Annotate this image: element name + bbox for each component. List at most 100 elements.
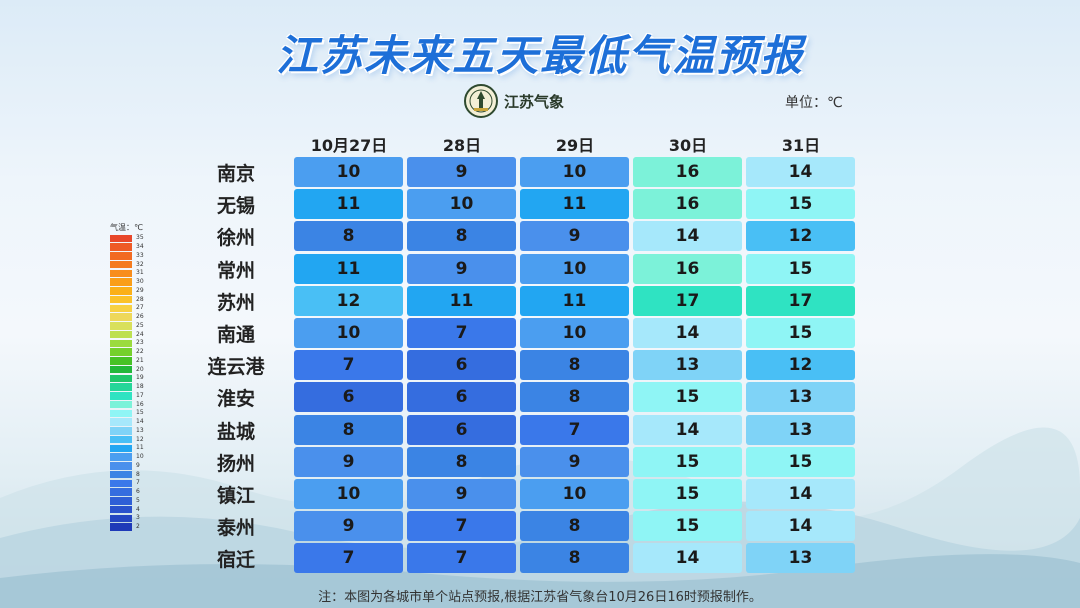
temperature-cell: 10 [407, 189, 516, 220]
legend-swatch [110, 278, 132, 286]
legend-swatch [110, 462, 132, 470]
temperature-cell: 12 [746, 350, 855, 381]
legend-label: 15 [136, 409, 144, 417]
legend-item: 20 [110, 365, 144, 374]
temperature-cell: 11 [294, 189, 403, 220]
temperature-cell: 15 [633, 479, 742, 509]
legend-label: 20 [136, 365, 144, 373]
temperature-cell: 8 [520, 382, 629, 413]
city-label: 泰州 [216, 517, 255, 540]
legend-label: 31 [136, 269, 144, 277]
city-label: 苏州 [216, 291, 255, 314]
legend-swatch [110, 497, 132, 505]
legend-label: 26 [136, 313, 144, 321]
temperature-cell: 12 [746, 221, 855, 252]
legend-swatch [110, 435, 132, 444]
legend-item: 16 [110, 400, 144, 409]
temperature-cell: 14 [746, 157, 855, 187]
temperature-cell: 15 [746, 446, 855, 477]
legend-label: 12 [136, 435, 144, 443]
temperature-cell: 7 [520, 414, 629, 445]
legend-label: 14 [136, 418, 144, 426]
temperature-cell: 15 [633, 511, 742, 542]
legend-item: 11 [110, 444, 144, 453]
legend-item: 22 [110, 348, 144, 357]
legend-label: 16 [136, 400, 144, 408]
temperature-cell: 15 [746, 253, 855, 284]
legend-label: 30 [136, 278, 144, 286]
legend-label: 5 [136, 496, 140, 504]
legend-item: 8 [110, 470, 144, 479]
temperature-cell: 7 [294, 350, 403, 381]
temperature-cell: 8 [407, 221, 516, 252]
city-label: 无锡 [216, 195, 255, 218]
legend-label: 24 [136, 330, 144, 338]
legend-swatch [110, 514, 132, 523]
temperature-cell: 6 [407, 350, 516, 381]
logo: 江苏气象 [464, 84, 564, 118]
legend-label: 6 [136, 488, 140, 496]
temperature-cell: 16 [633, 157, 742, 187]
temperature-cell: 10 [520, 253, 629, 284]
color-legend: 气温：℃ 35 34 33 32 31 30 29 28 27 26 25 24 23 22 21 20 19 1… [110, 222, 144, 532]
legend-swatch [110, 409, 132, 418]
legend-swatch [110, 330, 132, 339]
legend-swatch [110, 339, 132, 348]
temperature-cell: 10 [520, 157, 629, 187]
legend-title: 气温：℃ [110, 223, 143, 232]
legend-label: 3 [136, 514, 140, 522]
temperature-cell: 7 [407, 318, 516, 348]
temperature-cell: 9 [294, 511, 403, 542]
legend-item: 30 [110, 278, 144, 287]
legend-swatch [110, 313, 132, 321]
legend-item: 15 [110, 409, 144, 418]
temperature-cell: 6 [407, 382, 516, 413]
temperature-cell: 17 [746, 285, 855, 316]
legend-swatch [110, 523, 132, 531]
city-label: 淮安 [216, 388, 255, 411]
legend-item: 2 [110, 523, 144, 532]
legend-item: 7 [110, 479, 144, 488]
temperature-cell: 16 [633, 253, 742, 284]
city-label: 宿迁 [216, 549, 255, 572]
temperature-cell: 14 [633, 414, 742, 445]
legend-item: 29 [110, 287, 144, 296]
column-header: 29日 [555, 136, 595, 155]
legend-label: 13 [136, 426, 144, 434]
legend-item: 24 [110, 330, 144, 339]
temperature-cell: 15 [633, 446, 742, 477]
legend-item: 3 [110, 514, 144, 523]
legend-label: 23 [136, 339, 144, 347]
temperature-cell: 14 [633, 318, 742, 348]
temperature-cell: 14 [633, 221, 742, 252]
legend-item: 10 [110, 453, 144, 462]
legend-swatch [110, 295, 132, 304]
city-label: 南通 [216, 324, 255, 346]
legend-item: 34 [110, 243, 144, 252]
temperature-cell: 10 [520, 479, 629, 509]
legend-item: 12 [110, 435, 144, 444]
legend-item: 19 [110, 374, 144, 383]
legend-item: 35 [110, 234, 144, 243]
legend-item: 6 [110, 488, 144, 497]
logo-text: 江苏气象 [504, 92, 565, 111]
temperature-cell: 11 [294, 253, 403, 284]
legend-swatch [110, 357, 132, 365]
city-label: 南京 [216, 163, 255, 185]
legend-label: 25 [136, 321, 144, 329]
legend-swatch [110, 383, 132, 391]
legend-label: 9 [136, 461, 140, 469]
legend-label: 35 [136, 234, 144, 242]
city-label: 常州 [216, 259, 255, 282]
legend-item: 27 [110, 304, 144, 313]
jiangsu-weather-logo-icon [464, 84, 498, 118]
temperature-cell: 13 [746, 382, 855, 413]
legend-swatch [110, 260, 132, 269]
legend-item: 13 [110, 427, 144, 436]
temperature-cell: 16 [633, 189, 742, 220]
city-label: 徐州 [216, 227, 255, 250]
legend-item: 28 [110, 295, 144, 304]
temperature-cell: 10 [294, 479, 403, 509]
temperature-cell: 10 [520, 318, 629, 348]
temperature-cell: 13 [746, 414, 855, 445]
